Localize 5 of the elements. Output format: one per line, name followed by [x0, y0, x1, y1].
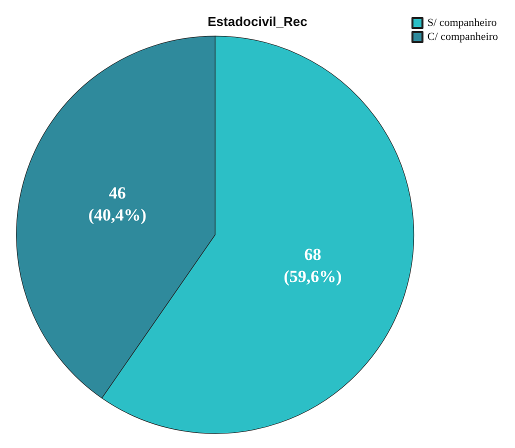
data-label: 68 (59,6%)	[284, 244, 342, 286]
legend-label: S/ companheiro	[427, 17, 498, 29]
chart-title: Estadocivil_Rec	[208, 14, 308, 29]
legend-label: C/ companheiro	[427, 31, 498, 43]
data-label: 46 (40,4%)	[88, 184, 146, 225]
